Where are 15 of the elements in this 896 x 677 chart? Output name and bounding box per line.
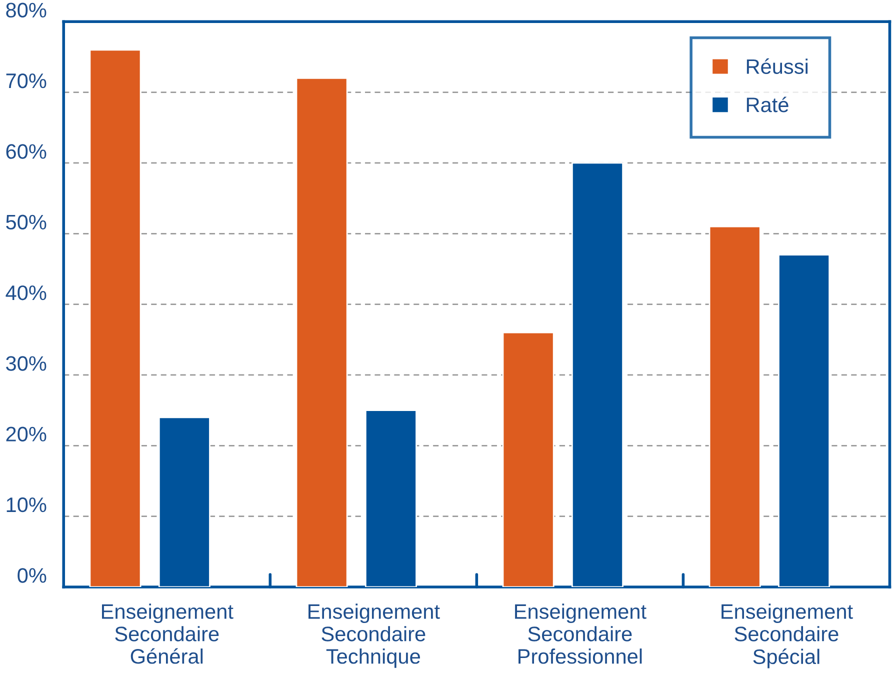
legend-label: Réussi <box>746 58 808 74</box>
y-tick-label: 40% <box>6 285 46 300</box>
y-tick-label: 10% <box>6 497 46 512</box>
y-tick-label: 30% <box>6 356 46 371</box>
y-tick-label: 20% <box>6 426 46 442</box>
x-tick-label: Enseignement Secondaire Spécial <box>722 604 853 668</box>
x-tick-label: Enseignement Secondaire Technique <box>308 604 440 668</box>
y-tick-label: 0% <box>18 568 46 583</box>
y-tick-label: 80% <box>6 2 46 18</box>
x-tick-label: Enseignement Secondaire Professionnel <box>515 604 646 664</box>
y-tick-label: 70% <box>6 73 46 88</box>
y-tick-label: 50% <box>6 214 46 230</box>
x-tick-label: Enseignement Secondaire Général <box>102 604 234 664</box>
y-tick-label: 60% <box>6 144 46 159</box>
legend-label: Raté <box>746 96 788 112</box>
